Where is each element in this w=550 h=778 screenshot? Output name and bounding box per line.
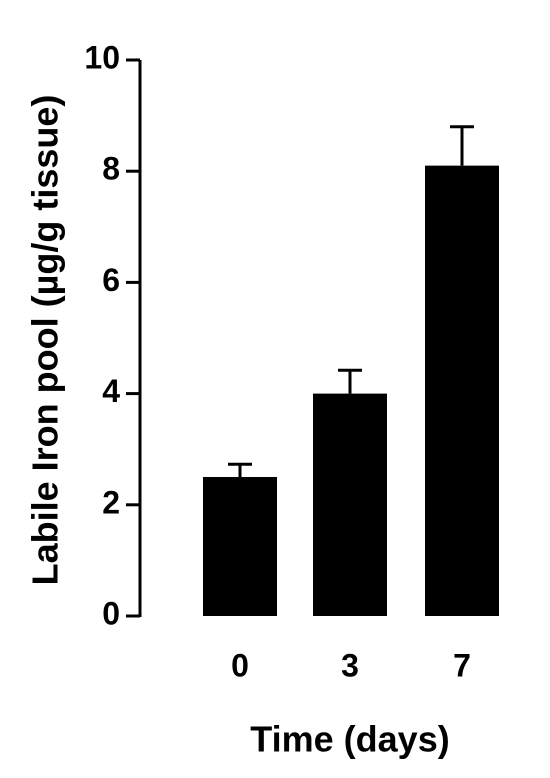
y-axis-title: Labile Iron pool (µg/g tissue)	[25, 95, 66, 586]
x-tick-label: 7	[453, 647, 471, 683]
x-axis-title: Time (days)	[250, 719, 449, 760]
y-tick-label: 2	[102, 484, 120, 520]
x-tick-label: 3	[341, 647, 359, 683]
y-tick-label: 8	[102, 151, 120, 187]
y-tick-label: 4	[102, 373, 120, 409]
y-tick-label: 6	[102, 262, 120, 298]
bar	[203, 477, 277, 616]
bar	[425, 165, 499, 616]
y-tick-label: 10	[84, 39, 120, 75]
bar	[313, 393, 387, 616]
y-tick-label: 0	[102, 595, 120, 631]
x-tick-label: 0	[231, 647, 249, 683]
